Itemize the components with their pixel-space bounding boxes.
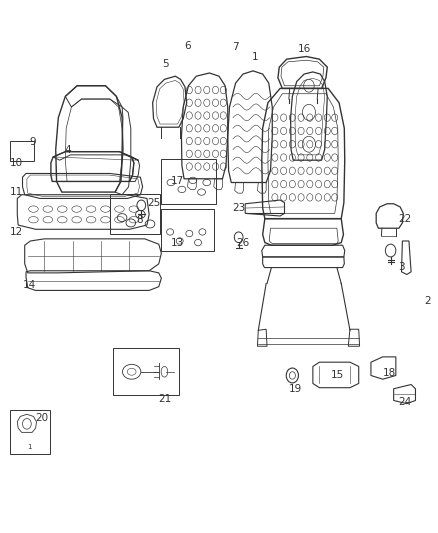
Text: 1: 1 — [252, 52, 258, 61]
Text: 8: 8 — [136, 215, 143, 225]
Text: 7: 7 — [232, 43, 239, 52]
Text: 25: 25 — [147, 198, 160, 208]
Text: 12: 12 — [10, 227, 23, 237]
Text: 24: 24 — [398, 397, 411, 407]
Text: 19: 19 — [289, 384, 302, 394]
Bar — [11, 410, 50, 454]
Text: 13: 13 — [171, 238, 184, 247]
Text: 4: 4 — [64, 144, 71, 155]
Bar — [161, 209, 214, 251]
Text: 1: 1 — [27, 444, 32, 450]
Text: 23: 23 — [232, 203, 245, 213]
Text: 17: 17 — [171, 176, 184, 187]
Text: 22: 22 — [398, 214, 411, 224]
Text: 16: 16 — [297, 44, 311, 53]
Text: 11: 11 — [10, 187, 23, 197]
Text: 21: 21 — [158, 394, 171, 405]
Bar — [11, 141, 34, 161]
Text: 18: 18 — [383, 368, 396, 378]
Text: 15: 15 — [330, 370, 343, 381]
Text: 26: 26 — [237, 238, 250, 247]
Text: 5: 5 — [162, 60, 169, 69]
Bar — [110, 193, 160, 233]
Text: 6: 6 — [184, 41, 191, 51]
Bar — [161, 159, 216, 204]
Text: 3: 3 — [398, 262, 405, 271]
Text: 9: 9 — [29, 136, 36, 147]
Text: 14: 14 — [22, 280, 36, 290]
Text: 10: 10 — [10, 158, 22, 168]
Bar — [113, 349, 179, 395]
Text: 2: 2 — [424, 296, 431, 306]
Text: 20: 20 — [35, 413, 49, 423]
